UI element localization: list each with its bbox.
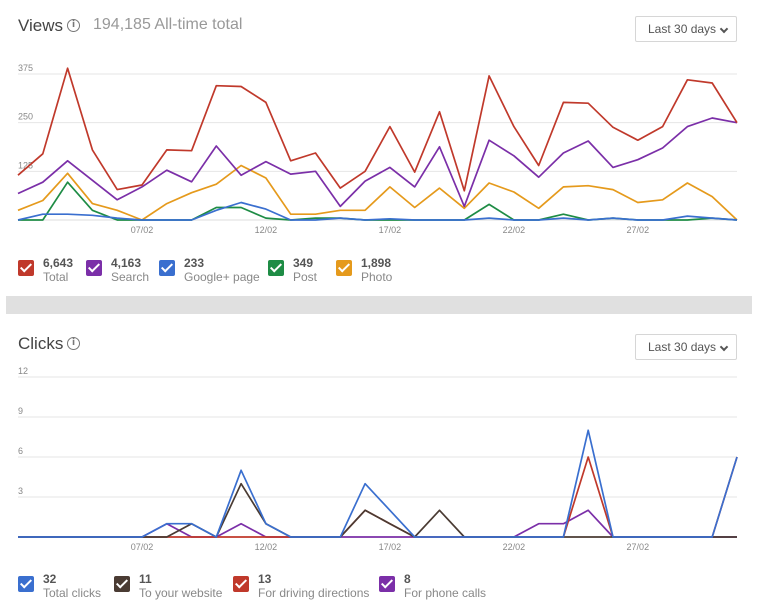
series-line-for-phone-calls bbox=[18, 509, 737, 538]
series-line-total-clicks bbox=[18, 429, 738, 538]
y-tick-label: 3 bbox=[18, 486, 23, 496]
info-icon[interactable]: i bbox=[67, 337, 80, 350]
legend-value: 8 bbox=[404, 572, 411, 586]
x-tick-label: 17/02 bbox=[379, 542, 402, 552]
checkbox-checked-icon[interactable] bbox=[86, 260, 102, 276]
checkbox-checked-icon[interactable] bbox=[18, 260, 34, 276]
checkbox-checked-icon[interactable] bbox=[159, 260, 175, 276]
checkbox-checked-icon[interactable] bbox=[268, 260, 284, 276]
legend-value: 1,898 bbox=[361, 256, 392, 270]
x-tick-label: 12/02 bbox=[255, 225, 278, 235]
checkbox-checked-icon[interactable] bbox=[379, 576, 395, 592]
panel-separator bbox=[6, 296, 752, 314]
legend-label: For driving directions bbox=[258, 586, 370, 600]
legend-label: Google+ page bbox=[184, 270, 260, 284]
series-line-total bbox=[17, 67, 738, 192]
x-tick-label: 07/02 bbox=[131, 225, 154, 235]
legend-value: 6,643 bbox=[43, 256, 74, 270]
series-line-to-your-website bbox=[18, 482, 737, 538]
y-tick-label: 375 bbox=[18, 63, 33, 73]
info-icon[interactable]: i bbox=[67, 19, 80, 32]
x-tick-label: 22/02 bbox=[503, 225, 526, 235]
legend-label: For phone calls bbox=[404, 586, 487, 600]
x-tick-label: 17/02 bbox=[379, 225, 402, 235]
legend-value: 4,163 bbox=[111, 256, 142, 270]
clicks-title: Clicks bbox=[18, 334, 64, 353]
x-tick-label: 22/02 bbox=[503, 542, 526, 552]
checkbox-checked-icon[interactable] bbox=[18, 576, 34, 592]
legend-value: 13 bbox=[258, 572, 272, 586]
legend-value: 233 bbox=[184, 256, 205, 270]
x-tick-label: 07/02 bbox=[131, 542, 154, 552]
checkbox-checked-icon[interactable] bbox=[114, 576, 130, 592]
checkbox-checked-icon[interactable] bbox=[336, 260, 352, 276]
legend-label: Total clicks bbox=[43, 586, 102, 600]
views-total-text: 194,185 All-time total bbox=[93, 16, 243, 33]
views-chart: 125 250 375 07/02 12/02 17/02 22/02 27/02 bbox=[17, 63, 738, 235]
clicks-panel: Clicks i Last 30 days 3 6 9 12 07/02 12/02 17/… bbox=[0, 318, 759, 614]
views-title: Views bbox=[18, 16, 64, 35]
x-tick-label: 12/02 bbox=[255, 542, 278, 552]
x-tick-label: 27/02 bbox=[627, 542, 650, 552]
legend-label: Photo bbox=[361, 270, 393, 284]
series-line-search bbox=[17, 117, 738, 208]
legend-label: Total bbox=[43, 270, 69, 284]
legend-value: 11 bbox=[139, 572, 152, 586]
legend-label: Search bbox=[111, 270, 150, 284]
legend-value: 32 bbox=[43, 572, 57, 586]
legend-label: To your website bbox=[139, 586, 223, 600]
series-line-photo bbox=[17, 164, 738, 221]
y-tick-label: 125 bbox=[18, 160, 33, 170]
y-tick-label: 250 bbox=[18, 112, 33, 122]
checkbox-checked-icon[interactable] bbox=[233, 576, 249, 592]
legend-label: Post bbox=[293, 270, 318, 284]
clicks-range-dropdown[interactable]: Last 30 days bbox=[635, 334, 737, 360]
series-line-google-page bbox=[17, 201, 738, 221]
x-tick-label: 27/02 bbox=[627, 225, 650, 235]
clicks-range-label: Last 30 days bbox=[648, 340, 717, 354]
views-range-label: Last 30 days bbox=[648, 22, 717, 36]
y-tick-label: 12 bbox=[18, 366, 28, 376]
y-tick-label: 6 bbox=[18, 446, 23, 456]
views-range-dropdown[interactable]: Last 30 days bbox=[635, 16, 737, 42]
y-tick-label: 9 bbox=[18, 406, 23, 416]
views-panel: Views i 194,185 All-time total Last 30 d… bbox=[0, 0, 759, 296]
legend-value: 349 bbox=[293, 256, 314, 270]
clicks-chart: 3 6 9 12 07/02 12/02 17/02 22/02 27/02 bbox=[18, 366, 738, 552]
